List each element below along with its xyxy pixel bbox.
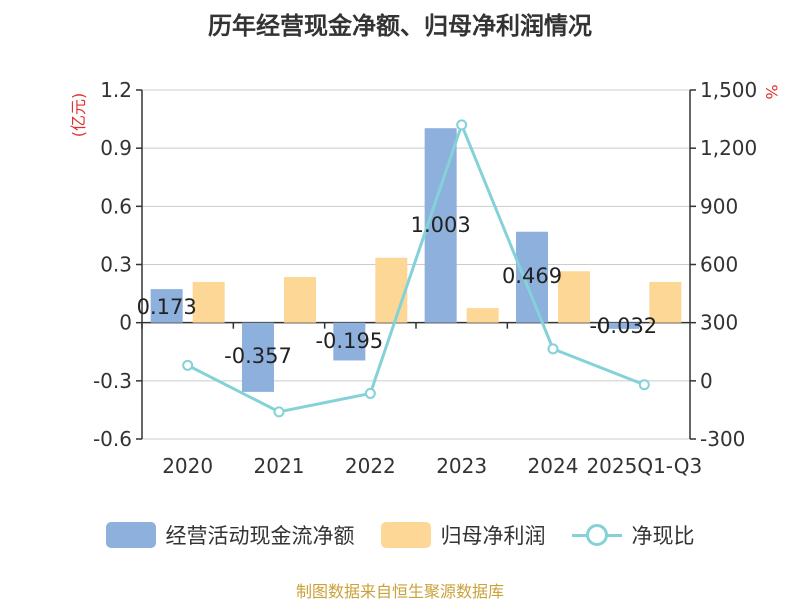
x-tick-label: 2021	[254, 454, 305, 478]
left-tick-label: 0.3	[100, 253, 132, 277]
left-tick-label: 1.2	[100, 78, 132, 102]
bar-net-profit	[558, 271, 590, 323]
right-tick-label: 300	[700, 311, 738, 335]
x-tick-label: 2022	[345, 454, 396, 478]
right-tick-label: 600	[700, 253, 738, 277]
chart-title: 历年经营现金净额、归母净利润情况	[208, 12, 592, 40]
right-tick-label: 0	[700, 369, 713, 393]
left-tick-label: -0.6	[93, 427, 132, 451]
left-tick-label: -0.3	[93, 369, 132, 393]
bar-operating-cash-flow	[333, 322, 366, 361]
left-tick-label: 0	[119, 311, 132, 335]
right-axis-unit: %	[762, 84, 781, 99]
legend: 经营活动现金流净额 归母净利润 净现比	[0, 518, 800, 552]
bar-net-profit	[375, 257, 408, 323]
point-cash-ratio	[364, 387, 376, 399]
legend-item-operating-cash-flow[interactable]: 经营活动现金流净额	[105, 520, 355, 550]
left-tick-label: 0.6	[100, 194, 132, 218]
right-tick-label: 1,500	[700, 78, 757, 102]
right-tick-label: 900	[700, 194, 738, 218]
legend-label-operating-cash-flow: 经营活动现金流净额	[165, 524, 355, 548]
x-tick-label: 2024	[528, 454, 579, 478]
bar-net-profit	[284, 277, 316, 323]
left-axis-unit: (亿元)	[69, 93, 88, 138]
legend-swatch-net-profit	[380, 522, 431, 548]
bar-net-profit	[649, 281, 682, 323]
bar-operating-cash-flow	[424, 128, 457, 323]
x-tick-label: 2025Q1-Q3	[586, 454, 702, 478]
data-label: 0.173	[137, 295, 197, 319]
right-tick-label: 1,200	[700, 136, 757, 160]
legend-item-net-profit[interactable]: 归母净利润	[380, 520, 546, 550]
line-cash-ratio	[186, 120, 645, 414]
point-cash-ratio	[456, 119, 468, 131]
bar-operating-cash-flow	[516, 231, 548, 323]
point-cash-ratio	[273, 406, 285, 418]
data-label: 0.469	[502, 264, 562, 288]
data-label: -0.357	[224, 344, 292, 368]
point-cash-ratio	[182, 359, 194, 371]
data-label: -0.032	[589, 314, 657, 338]
legend-label-cash-ratio: 净现比	[631, 524, 695, 548]
x-tick-label: 2020	[162, 454, 213, 478]
bar-operating-cash-flow	[242, 322, 274, 392]
right-tick-label: -300	[700, 427, 745, 451]
bar-net-profit	[192, 281, 225, 323]
legend-line-marker-icon	[571, 522, 622, 548]
left-tick-label: 0.9	[100, 136, 132, 160]
data-source-note: 制图数据来自恒生聚源数据库	[295, 582, 504, 601]
data-label: 1.003	[411, 213, 471, 237]
x-tick-label: 2023	[436, 454, 487, 478]
point-cash-ratio	[638, 379, 650, 391]
bar-net-profit	[466, 308, 499, 323]
chart-plot: 1.2 0.9 0.6 0.3 0 -0.3 -0.6 1,500 1,200 900 600 300…	[69, 78, 781, 478]
bar-operating-cash-flow	[607, 322, 640, 329]
data-label: -0.195	[315, 329, 383, 353]
point-cash-ratio	[547, 343, 559, 355]
bar-operating-cash-flow	[150, 289, 183, 323]
legend-label-net-profit: 归母净利润	[440, 524, 546, 548]
legend-item-cash-ratio[interactable]: 净现比	[571, 520, 695, 550]
legend-swatch-operating-cash-flow	[105, 522, 156, 548]
